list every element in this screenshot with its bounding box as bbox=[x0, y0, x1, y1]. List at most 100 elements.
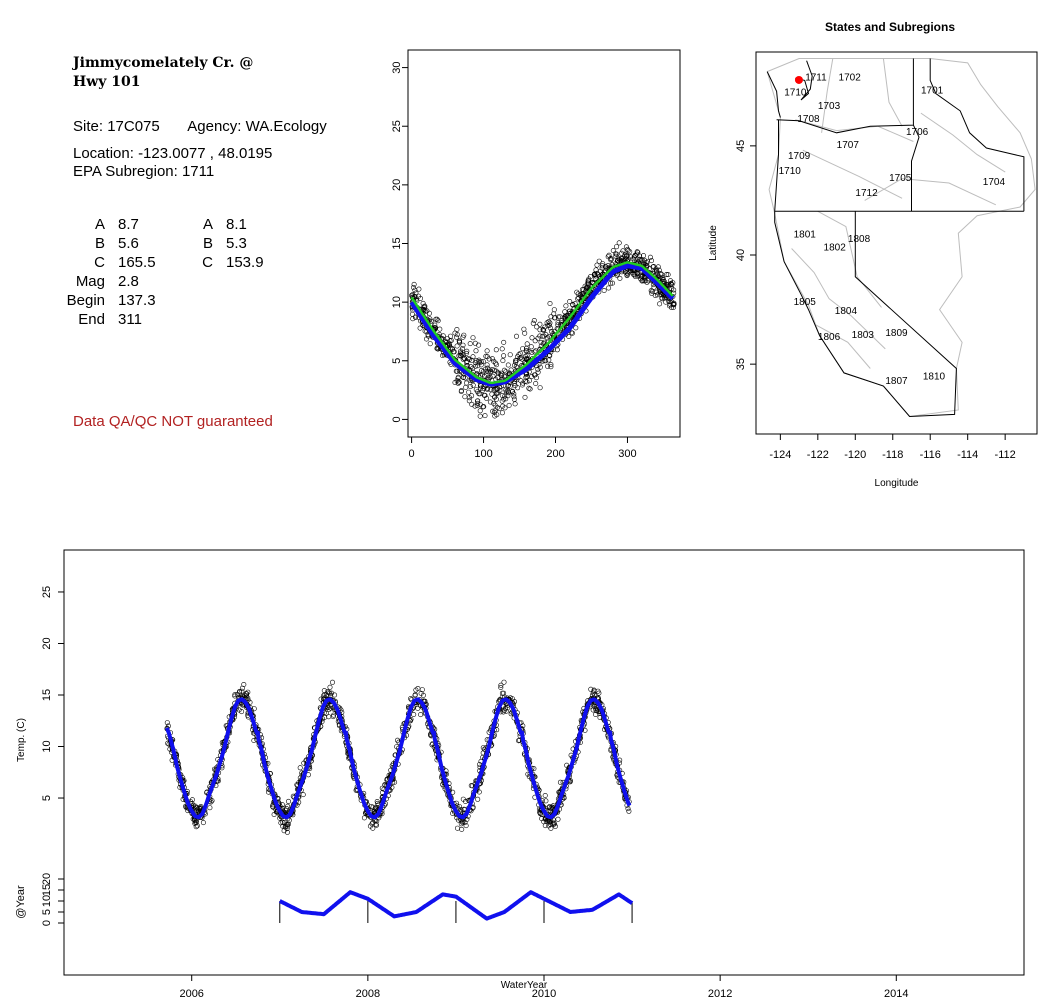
observation-point bbox=[470, 365, 476, 371]
observation-point bbox=[596, 258, 602, 264]
region-label-1804: 1804 bbox=[835, 306, 858, 317]
seasonal-temperature-chart: 0 100 200 300 0 5 10 15 20 25 30 bbox=[391, 49, 681, 460]
y-tick-label: 20 bbox=[391, 179, 403, 191]
y-tick-label: 35 bbox=[735, 358, 747, 370]
y-tick-label: 5 bbox=[41, 795, 53, 801]
y2-tick-label: 20 bbox=[41, 873, 53, 885]
qa-warning: Data QA/QC NOT guaranteed bbox=[73, 413, 273, 430]
observation-point bbox=[671, 300, 677, 306]
observation-point bbox=[460, 796, 466, 802]
observation-point bbox=[493, 386, 499, 392]
region-label-1710: 1710 bbox=[784, 88, 807, 99]
observation-point bbox=[501, 690, 507, 696]
subregion-boundary bbox=[802, 149, 903, 199]
observation-point bbox=[573, 325, 579, 331]
coastline-wa bbox=[766, 71, 781, 118]
y-axis-label: Latitude bbox=[708, 225, 719, 261]
observation-point bbox=[626, 808, 632, 814]
param2-a-value: 8.1 bbox=[226, 216, 247, 233]
observation-point bbox=[238, 701, 244, 707]
observation-point bbox=[555, 322, 561, 328]
subregion-boundary bbox=[864, 178, 997, 206]
param-begin-label: Begin bbox=[66, 292, 105, 309]
observation-point bbox=[532, 372, 538, 378]
y-tick-label: 0 bbox=[391, 416, 403, 422]
observation-point bbox=[419, 687, 425, 693]
observation-point bbox=[575, 296, 581, 302]
region-label-1704: 1704 bbox=[983, 177, 1006, 188]
observation-point bbox=[488, 387, 494, 393]
observation-point bbox=[632, 253, 638, 259]
observation-point bbox=[239, 709, 245, 715]
observation-point bbox=[589, 692, 595, 698]
x-axis-label: Longitude bbox=[875, 478, 919, 489]
observation-point bbox=[505, 705, 511, 711]
observation-point bbox=[586, 278, 592, 284]
observation-point bbox=[535, 369, 541, 375]
observation-point bbox=[519, 382, 525, 388]
y-tick-label: 40 bbox=[735, 249, 747, 261]
observation-point bbox=[477, 413, 483, 419]
observation-point bbox=[458, 821, 464, 827]
observation-point bbox=[484, 362, 490, 368]
observation-point bbox=[512, 401, 518, 407]
observation-point bbox=[326, 714, 332, 720]
y-tick-label: 30 bbox=[391, 61, 403, 73]
observation-point bbox=[492, 402, 498, 408]
observation-point bbox=[361, 815, 367, 821]
observation-point bbox=[554, 347, 560, 353]
observation-point bbox=[639, 257, 645, 263]
observation-point bbox=[207, 805, 213, 811]
param-c-value: 165.5 bbox=[118, 254, 156, 271]
observation-point bbox=[606, 252, 612, 258]
observation-point bbox=[555, 320, 561, 326]
observation-point bbox=[475, 398, 481, 404]
observation-point bbox=[507, 383, 513, 389]
observation-point bbox=[478, 359, 484, 365]
observation-point bbox=[418, 712, 424, 718]
y-tick-label: 45 bbox=[735, 140, 747, 152]
observation-point bbox=[447, 342, 453, 348]
observation-point bbox=[548, 805, 554, 811]
site-value: 17C075 bbox=[107, 118, 160, 135]
observation-point bbox=[392, 779, 398, 785]
observation-point bbox=[625, 246, 631, 252]
region-label-1707: 1707 bbox=[837, 140, 860, 151]
param-b-value: 5.6 bbox=[118, 235, 139, 252]
observation-point bbox=[475, 796, 481, 802]
x-tick-label: -122 bbox=[807, 449, 829, 461]
state-boundary-wa-or bbox=[776, 58, 914, 134]
observation-point bbox=[437, 326, 443, 332]
observation-point bbox=[459, 826, 465, 832]
observation-point bbox=[374, 798, 380, 804]
observation-point bbox=[526, 349, 532, 355]
observation-point bbox=[413, 290, 419, 296]
site-line: Site: 17C075 Agency: WA.Ecology bbox=[73, 118, 327, 135]
observation-point bbox=[417, 295, 423, 301]
observation-point bbox=[476, 789, 482, 795]
annual-fit-line bbox=[278, 890, 634, 921]
region-label-1801: 1801 bbox=[794, 230, 817, 241]
region-label-1703: 1703 bbox=[818, 101, 841, 112]
site-marker bbox=[794, 75, 803, 84]
observation-point bbox=[543, 798, 549, 804]
agency-label: Agency: bbox=[187, 118, 242, 135]
observation-point bbox=[533, 380, 539, 386]
observation-point bbox=[484, 386, 490, 392]
observation-point bbox=[643, 260, 649, 266]
observation-point bbox=[562, 309, 568, 315]
observation-point bbox=[473, 358, 479, 364]
observation-point bbox=[649, 288, 655, 294]
observation-point bbox=[500, 358, 506, 364]
observation-point bbox=[432, 322, 438, 328]
observation-point bbox=[614, 244, 620, 250]
location-value: -123.0077 , 48.0195 bbox=[138, 145, 273, 162]
observation-point bbox=[480, 358, 486, 364]
observation-point bbox=[454, 825, 460, 831]
observation-point bbox=[506, 390, 512, 396]
observation-point bbox=[634, 251, 640, 257]
observation-point bbox=[476, 342, 482, 348]
observation-point bbox=[487, 399, 493, 405]
observation-point bbox=[465, 356, 471, 362]
station-name-line1: Jimmycomelately Cr. @ bbox=[73, 55, 254, 71]
